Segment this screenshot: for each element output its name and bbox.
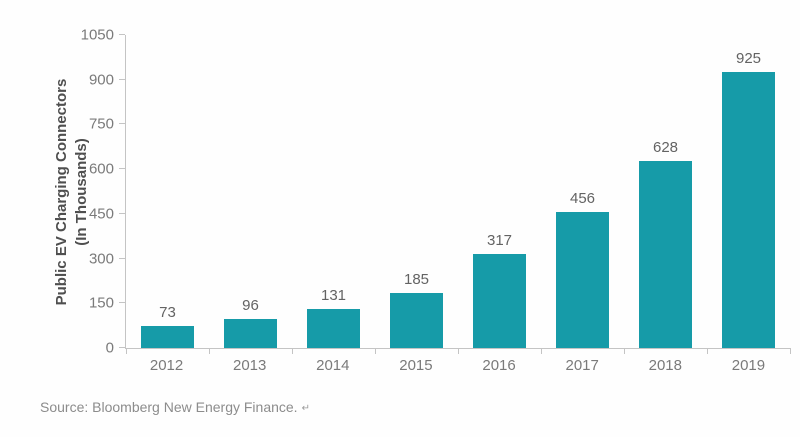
x-axis-label: 2014 xyxy=(316,357,350,374)
y-tick-label: 600 xyxy=(88,160,114,178)
y-tick-mark xyxy=(119,34,125,35)
bar xyxy=(140,326,195,348)
x-tick-mark xyxy=(707,348,708,354)
x-tick-mark xyxy=(541,348,542,354)
x-axis-label: 2018 xyxy=(648,357,682,374)
bar-group-2013: 96 xyxy=(209,35,292,348)
x-axis-label: 2012 xyxy=(149,357,184,374)
y-tick-label: 900 xyxy=(88,71,114,89)
x-tick-mark xyxy=(292,348,293,354)
bar xyxy=(555,212,610,348)
bar-value-label: 185 xyxy=(403,270,430,288)
x-tick-mark xyxy=(624,348,625,354)
bar-value-label: 456 xyxy=(569,190,596,208)
bar-group-2016: 317 xyxy=(458,35,541,348)
y-tick-label: 1050 xyxy=(80,26,114,44)
y-tick-label: 0 xyxy=(105,339,114,357)
x-tick-mark xyxy=(790,348,791,354)
bar-value-label: 73 xyxy=(159,304,176,322)
bar-group-2018: 628 xyxy=(624,35,707,348)
y-tick-mark xyxy=(119,78,125,80)
bar xyxy=(721,72,776,348)
y-tick-label: 450 xyxy=(88,205,114,223)
bar-value-label: 96 xyxy=(242,297,259,315)
bar xyxy=(223,319,278,348)
x-axis-label: 2019 xyxy=(731,357,766,374)
bars-container: 73 96 131 185 317 456 xyxy=(126,35,790,348)
x-axis-label: 2016 xyxy=(482,357,516,374)
bar-group-2019: 925 xyxy=(707,35,790,348)
y-tick-mark xyxy=(119,347,125,348)
bar-group-2012: 73 xyxy=(126,35,209,348)
x-axis-label: 2017 xyxy=(565,357,599,374)
y-tick-label: 750 xyxy=(88,115,114,133)
x-tick-mark xyxy=(458,348,459,354)
source-text: Source: Bloomberg New Energy Finance. xyxy=(40,399,298,415)
y-tick-mark xyxy=(119,257,125,259)
x-tick-mark xyxy=(126,348,127,354)
x-tick-mark xyxy=(209,348,210,354)
bar xyxy=(389,292,444,348)
y-tick-mark xyxy=(119,302,125,304)
bar-group-2017: 456 xyxy=(541,35,624,348)
bar-group-2015: 185 xyxy=(375,35,458,348)
x-tick-mark xyxy=(375,348,376,354)
bar xyxy=(638,160,693,348)
bar xyxy=(306,308,361,348)
x-axis-labels: 2012 2013 2014 2015 2016 2017 2018 2019 xyxy=(125,357,790,374)
bar-value-label: 628 xyxy=(652,138,679,156)
x-axis-label: 2015 xyxy=(399,357,433,374)
bar-group-2014: 131 xyxy=(292,35,375,348)
y-tick-mark xyxy=(119,123,125,125)
return-mark-icon: ↵ xyxy=(301,403,310,414)
bar xyxy=(472,253,527,348)
y-tick-mark xyxy=(119,212,125,214)
source-note: Source: Bloomberg New Energy Finance. ↵ xyxy=(40,399,310,415)
y-axis-title-line1: Public EV Charging Connectors xyxy=(52,78,70,306)
y-tick-label: 300 xyxy=(88,250,114,268)
bar-value-label: 131 xyxy=(320,286,347,304)
bar-value-label: 925 xyxy=(735,50,762,68)
x-axis-label: 2013 xyxy=(233,357,267,374)
plot-area: 0 150 300 450 600 750 900 1050 73 96 131… xyxy=(81,27,791,357)
y-tick-label: 150 xyxy=(88,294,114,312)
bar-value-label: 317 xyxy=(486,231,513,249)
y-tick-mark xyxy=(119,168,125,170)
